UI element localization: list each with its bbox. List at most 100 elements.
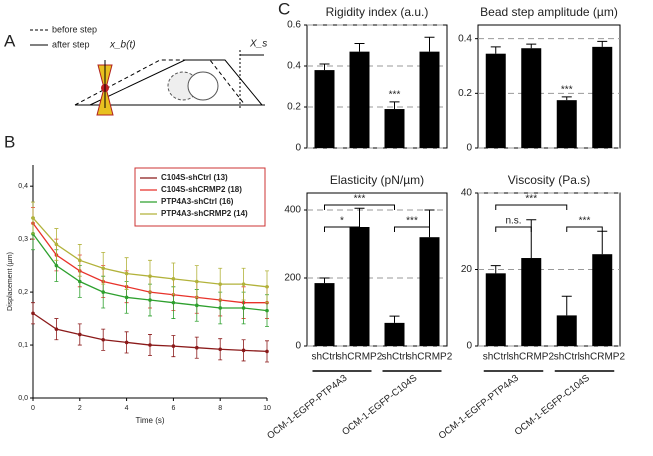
bar xyxy=(485,53,506,149)
x-tick-label: shCRMP2 xyxy=(579,352,625,363)
bracket xyxy=(324,204,395,210)
group-label: OCM-1-EGFP-PTP4A3 xyxy=(265,373,349,442)
x-tick-label: shCtrl xyxy=(483,352,509,363)
bracket xyxy=(324,226,360,232)
bracket xyxy=(394,226,430,232)
chart-title: Bead step amplitude (µm) xyxy=(480,5,618,19)
significance: *** xyxy=(579,216,591,227)
bracket xyxy=(566,226,603,232)
legend-label: PTP4A3-shCtrl (16) xyxy=(161,197,234,206)
legend-label: C104S-shCtrl (13) xyxy=(161,173,228,182)
diagram: before step after step x_b(t) X_s xyxy=(30,24,267,116)
x-tick-label: 10 xyxy=(263,405,271,412)
bar xyxy=(314,70,335,148)
error-bar xyxy=(319,277,330,284)
chart-title: Elasticity (pN/µm) xyxy=(330,173,424,187)
x-tick-label: shCRMP2 xyxy=(337,352,383,363)
error-bar xyxy=(424,209,435,238)
bar xyxy=(349,227,370,346)
error-bar xyxy=(526,219,537,259)
significance: n.s. xyxy=(505,216,521,227)
y-tick-label: 0 xyxy=(466,143,472,154)
y-tick-label: 0 xyxy=(295,143,301,154)
error-bar xyxy=(354,42,365,52)
bar xyxy=(521,258,542,346)
x-axis-label: Time (s) xyxy=(135,416,164,425)
x-tick-label: 6 xyxy=(171,405,175,412)
error-bar xyxy=(424,36,435,52)
panel-label: B xyxy=(4,132,15,151)
error-bar xyxy=(354,207,365,227)
y-tick-label: 0,0 xyxy=(18,395,28,402)
series-line xyxy=(32,312,268,353)
error-bar xyxy=(490,46,501,54)
x-tick-label: shCRMP2 xyxy=(407,352,453,363)
x-tick-label: shCtrl xyxy=(554,352,580,363)
x-tick-label: shCtrl xyxy=(311,352,337,363)
diagram-label: x_b(t) xyxy=(109,40,136,51)
y-tick-label: 200 xyxy=(284,273,301,284)
point xyxy=(265,284,269,289)
series-line xyxy=(32,233,268,312)
y-tick-label: 0.2 xyxy=(287,102,301,113)
significance: *** xyxy=(354,194,366,205)
series-line xyxy=(32,217,268,288)
y-tick-label: 40 xyxy=(461,188,473,199)
bar xyxy=(419,237,440,346)
bar xyxy=(485,273,506,346)
y-tick-label: 0.6 xyxy=(287,20,301,31)
error-bar xyxy=(561,96,572,101)
y-tick-label: 400 xyxy=(284,205,301,216)
x-tick-label: 0 xyxy=(31,405,35,412)
bar xyxy=(419,51,440,148)
significance: *** xyxy=(389,90,401,101)
group-label: OCM-1-EGFP-C104S xyxy=(513,373,592,438)
y-tick-label: 0.4 xyxy=(287,61,301,72)
x-tick-label: 4 xyxy=(125,405,129,412)
y-tick-label: 0,4 xyxy=(18,183,28,190)
legend-label: C104S-shCRMP2 (18) xyxy=(161,185,242,194)
bracket xyxy=(495,226,532,232)
group-label: OCM-1-EGFP-PTP4A3 xyxy=(437,373,521,442)
legend-label: PTP4A3-shCRMP2 (14) xyxy=(161,209,248,218)
x-tick-label: 8 xyxy=(218,405,222,412)
bar xyxy=(384,322,405,346)
diagram-legend: before step xyxy=(52,24,97,34)
y-tick-label: 20 xyxy=(461,264,473,275)
nucleus-after xyxy=(187,71,219,101)
y-tick-label: 0.4 xyxy=(458,33,472,44)
significance: * xyxy=(340,216,344,227)
diagram-legend: after step xyxy=(52,39,90,49)
cell-after xyxy=(89,59,263,106)
bar xyxy=(384,109,405,148)
diagram-label: X_s xyxy=(249,39,267,50)
error-bar xyxy=(389,101,400,110)
significance: *** xyxy=(561,85,573,96)
error-bar xyxy=(490,265,501,274)
error-bar xyxy=(389,315,400,323)
point xyxy=(265,349,269,354)
y-axis-label: Displacement (µm) xyxy=(7,252,14,311)
x-tick-label: shCtrl xyxy=(381,352,407,363)
y-tick-label: 0,1 xyxy=(18,342,28,349)
error-bar xyxy=(597,230,608,255)
bar xyxy=(314,283,335,346)
error-bar xyxy=(526,43,537,49)
group-label: OCM-1-EGFP-C104S xyxy=(340,373,419,438)
y-tick-label: 0 xyxy=(295,341,301,352)
bar xyxy=(592,254,613,346)
significance: *** xyxy=(406,216,418,227)
panel-label: C xyxy=(278,0,290,18)
y-tick-label: 0,3 xyxy=(18,236,28,243)
error-bar xyxy=(561,295,572,316)
error-bar xyxy=(597,40,608,47)
y-tick-label: 0,2 xyxy=(18,289,28,296)
bar xyxy=(521,48,542,148)
chart-title: Viscosity (Pa.s) xyxy=(508,173,590,187)
bracket xyxy=(495,204,568,210)
y-tick-label: 0 xyxy=(466,341,472,352)
y-tick-label: 0.2 xyxy=(458,88,472,99)
x-tick-label: 2 xyxy=(78,405,82,412)
